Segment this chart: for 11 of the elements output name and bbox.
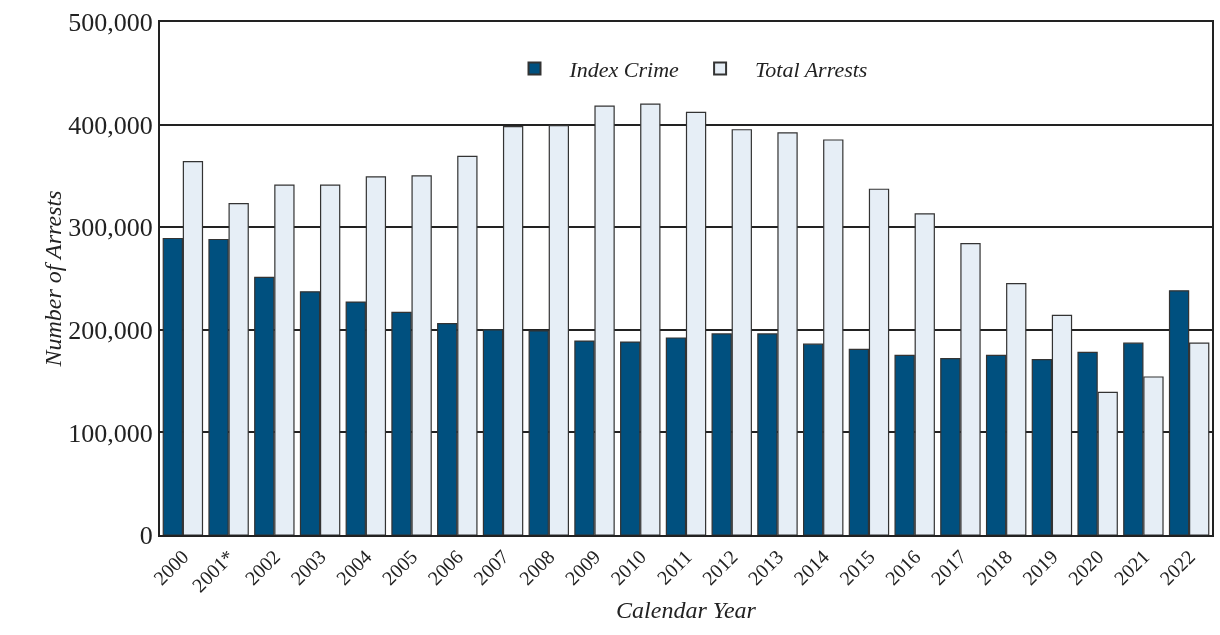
y-tick-label: 100,000 — [68, 418, 153, 448]
x-axis-title: Calendar Year — [616, 597, 757, 623]
y-axis-title: Number of Arrests — [40, 190, 67, 368]
y-tick-label: 200,000 — [68, 315, 153, 345]
y-tick-label: 300,000 — [68, 213, 153, 243]
x-tick-label: 2011 — [652, 545, 696, 589]
y-tick-label: 0 — [139, 521, 153, 551]
legend-label: Total Arrests — [755, 57, 868, 83]
y-tick-label: 400,000 — [68, 110, 153, 140]
legend-label: Index Crime — [568, 57, 680, 83]
y-tick-label: 500,000 — [68, 8, 153, 38]
